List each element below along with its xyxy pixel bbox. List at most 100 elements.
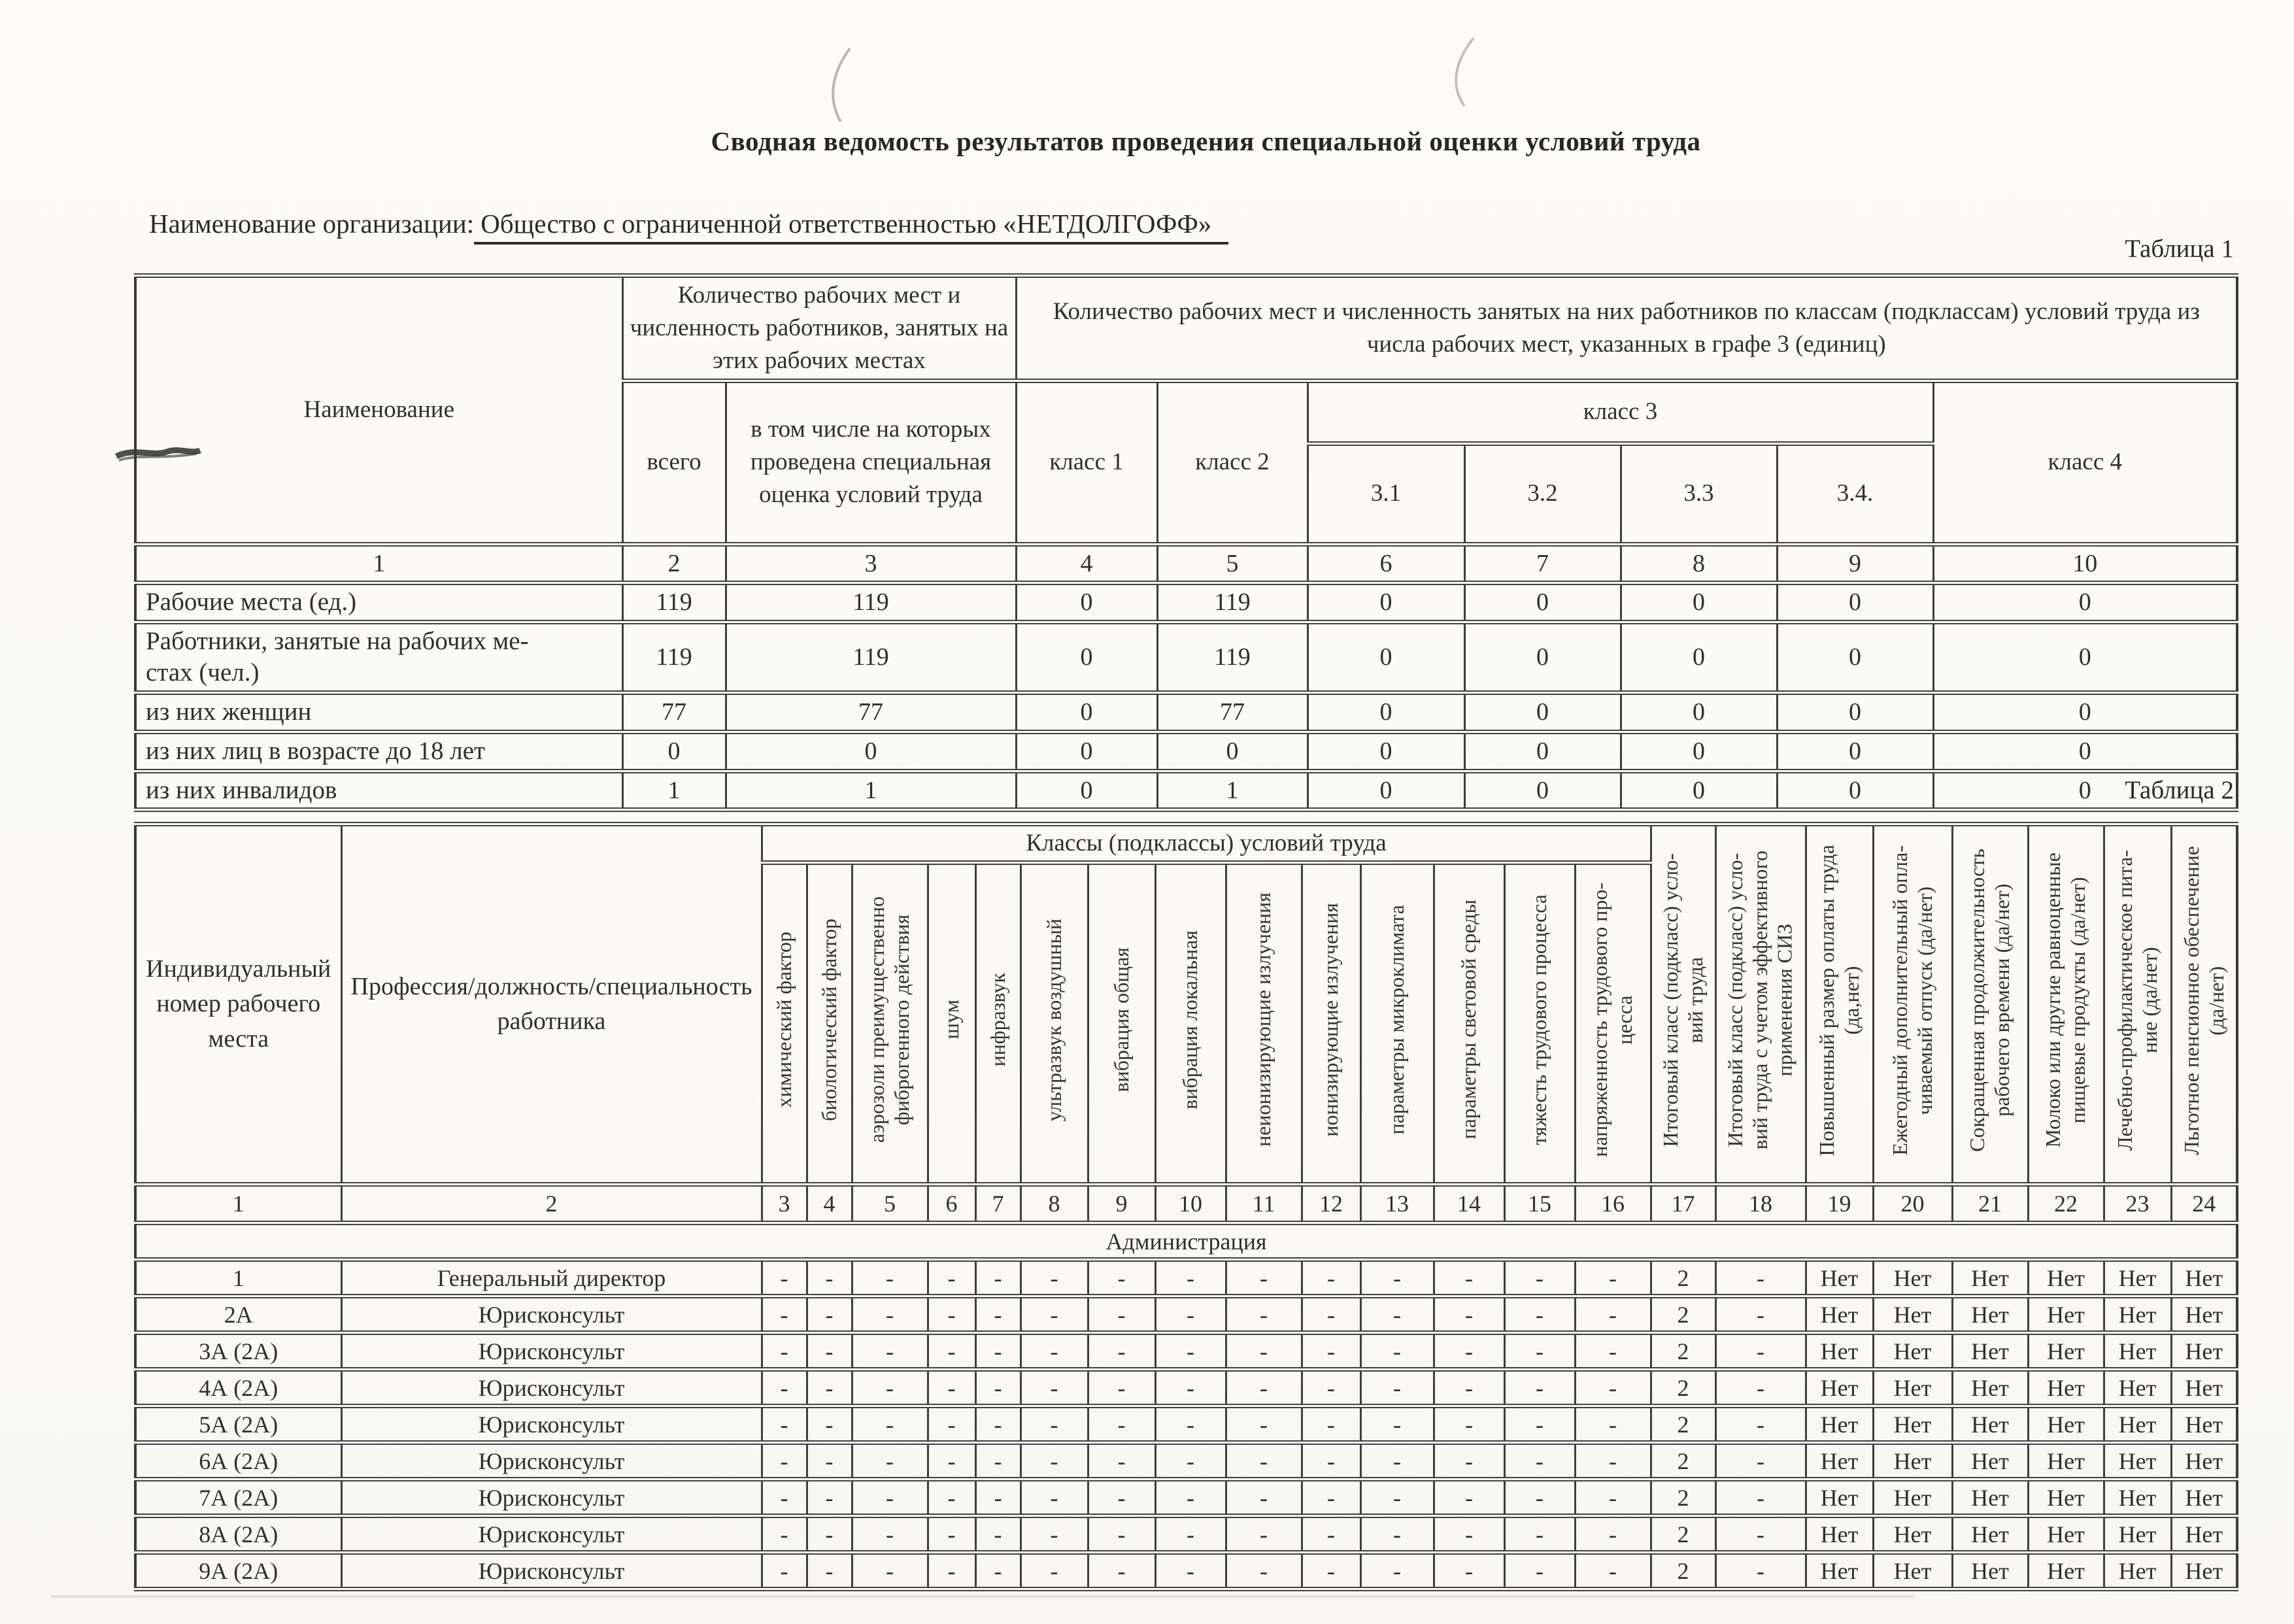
t2-value-cell: -	[805, 1440, 853, 1482]
t2-value-cell: -	[1574, 1404, 1652, 1446]
t1-value-cell: 0	[1306, 619, 1466, 696]
t2-value-cell: -	[1574, 1440, 1652, 1482]
t2-column-number: 19	[1804, 1182, 1874, 1226]
t2-column-number: 6	[926, 1182, 977, 1226]
t2-value-cell: -	[926, 1477, 977, 1519]
t2-value-cell: Нет	[2170, 1550, 2238, 1592]
organization-line: Наименование организации: Общество с огра…	[149, 208, 1229, 245]
t1-value-cell: 1	[1156, 768, 1309, 813]
t2-value-cell: -	[1154, 1550, 1227, 1592]
t2-value-cell: -	[760, 1257, 808, 1299]
t2-value-cell: -	[974, 1514, 1022, 1555]
t1-class3-sub-header: 3.2	[1463, 441, 1622, 547]
t2-value-cell: -	[1224, 1440, 1303, 1482]
t2-rotated-header-text: аэрозоли преимущественно фиброгенного де…	[865, 896, 913, 1143]
t1-value-cell: 119	[621, 619, 727, 696]
t2-value-cell: -	[851, 1477, 929, 1519]
table2-row: 2А Юрисконсульт - - - - - - - - - - - - - -2- Нет Нет Нет Н…	[134, 1294, 2238, 1336]
t2-column-number: 20	[1872, 1182, 1953, 1226]
t2-value-cell: -	[805, 1294, 853, 1336]
t2-value-cell: Нет	[1951, 1257, 2029, 1299]
t2-value-cell: -	[1359, 1440, 1435, 1482]
t2-value-cell: Нет	[2170, 1257, 2238, 1299]
t1-value-cell: 0	[1932, 729, 2238, 773]
t2-value-cell: -	[1714, 1550, 1807, 1592]
t2-value-cell: -	[805, 1257, 853, 1299]
t2-value-cell: -	[1087, 1440, 1156, 1482]
t2-value-cell: -	[760, 1367, 808, 1409]
t1-value-cell: 0	[1156, 729, 1309, 773]
t2-value-cell: -	[1432, 1367, 1506, 1409]
t2-column-number: 10	[1154, 1182, 1227, 1226]
table2-row: 8А (2А) Юрисконсульт - - - - - - - - - - - - - -2- Нет Не…	[134, 1514, 2238, 1555]
t2-profession: Юрисконсульт	[340, 1294, 763, 1336]
t2-value-cell: Нет	[1804, 1477, 1874, 1519]
t2-value-cell: Нет	[1872, 1550, 1953, 1592]
t2-value-cell: Нет	[2170, 1477, 2238, 1519]
t2-value-cell: -	[1714, 1440, 1807, 1482]
t1-value-cell: 119	[1156, 580, 1309, 624]
t2-rotated-header-text: шум	[939, 1000, 963, 1040]
t2-rotated-factor-header: вибрация общая	[1087, 860, 1156, 1187]
t2-rotated-header-text: химический фактор	[771, 932, 796, 1108]
t2-value-cell: 2	[1649, 1294, 1717, 1336]
t2-value-cell: -	[1574, 1330, 1652, 1372]
t2-column-number: 23	[2102, 1182, 2172, 1226]
t2-value-cell: Нет	[2102, 1367, 2172, 1409]
t2-value-cell: -	[1359, 1404, 1435, 1446]
t2-value-cell: Нет	[1804, 1330, 1874, 1372]
t2-value-cell: -	[1300, 1404, 1362, 1446]
t2-value-cell: Нет	[1872, 1294, 1953, 1336]
t2-value-cell: Нет	[2170, 1367, 2238, 1409]
t2-value-cell: -	[1359, 1294, 1435, 1336]
t2-value-cell: -	[1300, 1330, 1362, 1372]
t2-column-number: 9	[1087, 1182, 1156, 1226]
t2-value-cell: -	[1714, 1257, 1807, 1299]
t2-rotated-header-text: Молоко или другие равноценные пищевые пр…	[2041, 853, 2090, 1148]
t2-column-number: 5	[851, 1182, 929, 1226]
t2-column-number: 4	[805, 1182, 853, 1226]
t2-rotated-factor-header: биологический фактор	[805, 860, 853, 1187]
organization-name: Общество с ограниченной ответственностью…	[474, 209, 1229, 245]
t2-value-cell: -	[1432, 1330, 1506, 1372]
t2-column-number: 3	[760, 1182, 808, 1226]
t2-column-number: 17	[1649, 1182, 1717, 1226]
table1-row: из них лиц в возрасте до 18 лет 0 0 0 0 0 0 0 0 0	[134, 729, 2238, 773]
t2-workplace-number: 8А (2А)	[134, 1514, 343, 1555]
t2-rotated-header-text: Сокращенная продолжительность рабочего в…	[1965, 849, 2014, 1153]
t1-column-number: 5	[1156, 541, 1309, 585]
t2-value-cell: -	[1087, 1330, 1156, 1372]
t2-value-cell: -	[1432, 1514, 1506, 1555]
t2-rotated-header-text: неионизирующие излучения	[1251, 892, 1275, 1147]
t2-value-cell: -	[1224, 1294, 1303, 1336]
t2-rotated-result-header: Льготное пенсионное обеспечение (да/нет)	[2170, 821, 2238, 1187]
t2-value-cell: -	[1019, 1330, 1089, 1372]
t1-class3-sub-header: 3.1	[1306, 441, 1466, 547]
t2-value-cell: -	[1300, 1367, 1362, 1409]
t2-value-cell: -	[974, 1367, 1022, 1409]
t2-value-cell: -	[1300, 1477, 1362, 1519]
t2-value-cell: -	[1714, 1330, 1807, 1372]
t2-value-cell: Нет	[1804, 1294, 1874, 1336]
t2-value-cell: Нет	[2170, 1294, 2238, 1336]
t2-value-cell: -	[1087, 1294, 1156, 1336]
table2-row: 3А (2А) Юрисконсульт - - - - - - - - - - - - - -2- Нет Не…	[134, 1330, 2238, 1372]
t2-value-cell: -	[851, 1440, 929, 1482]
table2-caption: Таблица 2	[2125, 776, 2234, 804]
t2-value-cell: Нет	[2027, 1477, 2105, 1519]
t1-value-cell: 119	[621, 580, 727, 624]
t2-value-cell: -	[760, 1294, 808, 1336]
t1-value-cell: 1	[724, 768, 1017, 813]
t2-value-cell: -	[1359, 1330, 1435, 1372]
t2-classes-group-header: Классы (подклассы) условий труда	[760, 821, 1652, 866]
t2-value-cell: -	[1714, 1294, 1807, 1336]
t1-value-cell: 0	[1463, 768, 1622, 813]
t2-value-cell: -	[1432, 1404, 1506, 1446]
t1-column-number: 2	[621, 541, 727, 585]
table1-row: из них инвалидов 1 1 0 1 0 0 0 0 0	[134, 768, 2238, 813]
t2-rotated-header-text: Итоговый класс (подкласс) усло- вий труд…	[1658, 853, 1707, 1147]
t2-value-cell: Нет	[1872, 1440, 1953, 1482]
t2-value-cell: -	[851, 1404, 929, 1446]
t2-value-cell: Нет	[1872, 1330, 1953, 1372]
t2-value-cell: Нет	[2027, 1367, 2105, 1409]
